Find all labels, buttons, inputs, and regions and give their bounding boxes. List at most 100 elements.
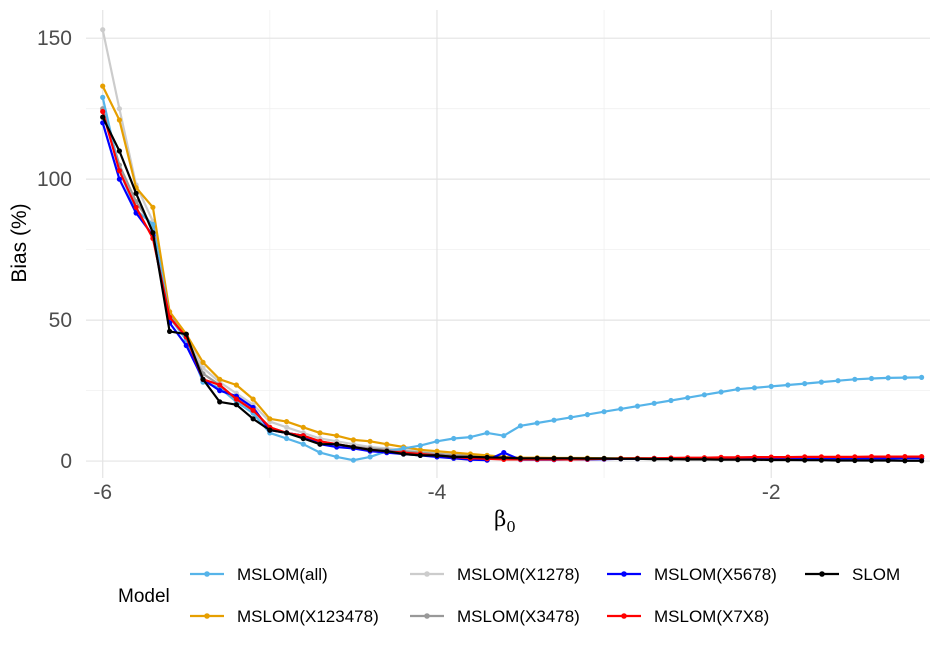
data-point [183, 331, 189, 337]
series-line [101, 111, 922, 461]
data-point [868, 457, 875, 464]
data-point [601, 409, 607, 415]
data-point [568, 414, 574, 420]
data-point [868, 454, 875, 460]
data-point [919, 458, 925, 464]
data-point [768, 457, 774, 463]
data-point [902, 458, 908, 464]
data-point [835, 457, 841, 464]
series-mslom-x3478- [100, 106, 925, 461]
data-point [434, 438, 440, 444]
data-point [233, 382, 239, 388]
y-axis-title: Bias (%) [8, 203, 31, 282]
data-point [116, 168, 122, 174]
data-point [467, 434, 473, 440]
data-point [267, 427, 273, 433]
data-point [501, 450, 507, 456]
legend-swatch-point [424, 571, 430, 577]
data-point [885, 454, 891, 460]
data-point [183, 342, 189, 349]
data-point [233, 402, 239, 408]
series-layer [100, 27, 925, 464]
data-point [100, 27, 106, 33]
legend-label: MSLOM(X1278) [457, 565, 580, 584]
legend-swatch-point [204, 571, 210, 577]
data-point [501, 433, 507, 439]
series-slom [100, 114, 925, 464]
data-point [434, 448, 440, 454]
data-point [200, 359, 206, 365]
data-point [133, 190, 139, 196]
data-point [317, 430, 323, 436]
data-point [100, 83, 106, 89]
data-point [217, 376, 223, 382]
x-tick-label: -4 [428, 481, 447, 504]
data-point [484, 430, 490, 436]
data-point [284, 419, 290, 425]
data-point [451, 435, 457, 442]
data-point [116, 148, 122, 154]
data-point [802, 457, 808, 463]
data-point [384, 441, 390, 447]
legend-item-mslom-x5678-: MSLOM(X5678) [607, 565, 777, 584]
data-point [200, 376, 206, 382]
data-point [484, 454, 490, 460]
data-point [150, 230, 156, 236]
series-mslom-x7x8- [100, 108, 925, 462]
legend-swatch-point [621, 613, 627, 619]
data-point [785, 457, 791, 463]
series-line [101, 108, 922, 460]
data-point [501, 455, 507, 461]
data-point [751, 457, 758, 463]
data-point [267, 416, 273, 422]
data-point [233, 396, 239, 402]
data-point [601, 455, 607, 462]
data-point [317, 441, 323, 447]
data-point [618, 456, 624, 462]
data-point [551, 417, 557, 423]
data-point [350, 437, 356, 443]
x-tick-label: -2 [762, 481, 781, 504]
data-point [350, 457, 356, 463]
data-point [317, 450, 323, 456]
data-point [517, 423, 524, 429]
data-point [685, 456, 691, 462]
data-point [300, 435, 306, 442]
data-point [634, 403, 641, 409]
legend-label: MSLOM(X123478) [237, 607, 379, 626]
data-point [400, 445, 407, 451]
data-point [417, 443, 423, 449]
data-point [785, 382, 791, 388]
data-point [467, 454, 473, 460]
legend-item-slom: SLOM [805, 565, 900, 584]
x-tick-label: -6 [93, 481, 112, 504]
y-tick-label: 50 [49, 309, 72, 332]
data-point [668, 456, 674, 462]
data-point [919, 374, 925, 380]
legend-item-mslom-x7x8-: MSLOM(X7X8) [607, 607, 769, 626]
data-point [919, 454, 925, 460]
y-tick-label: 150 [37, 27, 72, 50]
data-point [651, 400, 657, 406]
data-point [116, 117, 122, 123]
data-point [534, 455, 540, 461]
legend-swatch-point [621, 571, 627, 577]
data-point [367, 438, 373, 444]
data-point [651, 456, 657, 462]
data-point [902, 454, 908, 460]
legend-swatch-point [204, 613, 210, 619]
tick-labels: 0 50 100 150 -6 -4 -2 [37, 27, 781, 504]
data-point [718, 389, 724, 395]
data-point [818, 379, 825, 385]
data-point [835, 454, 841, 460]
data-point [701, 456, 708, 462]
data-point [334, 433, 340, 439]
data-point [568, 455, 574, 461]
data-point [735, 457, 741, 463]
data-point [668, 397, 674, 404]
data-point [751, 385, 758, 391]
data-point [334, 441, 340, 447]
data-point [167, 328, 173, 334]
legend-label: MSLOM(all) [237, 565, 328, 584]
data-point [367, 454, 373, 460]
